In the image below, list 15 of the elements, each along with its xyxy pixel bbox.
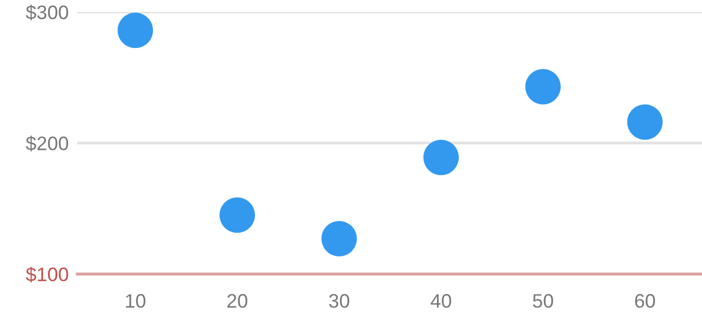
point (118, 12, 154, 48)
x-tick-label: 20 (227, 294, 248, 308)
y-tick-label: $100 (26, 266, 68, 282)
x-tick-label: 10 (126, 294, 146, 308)
x-tick-label: 30 (329, 294, 350, 308)
y-tick-label: $300 (26, 4, 68, 20)
x-tick-label: 50 (532, 294, 554, 308)
point (220, 197, 255, 233)
x-tick-label: 40 (430, 294, 452, 308)
point (525, 68, 561, 104)
point (627, 104, 663, 140)
point (321, 220, 357, 256)
point (423, 140, 459, 176)
y-tick-label: $200 (26, 136, 68, 152)
x-tick-label: 60 (635, 294, 655, 308)
